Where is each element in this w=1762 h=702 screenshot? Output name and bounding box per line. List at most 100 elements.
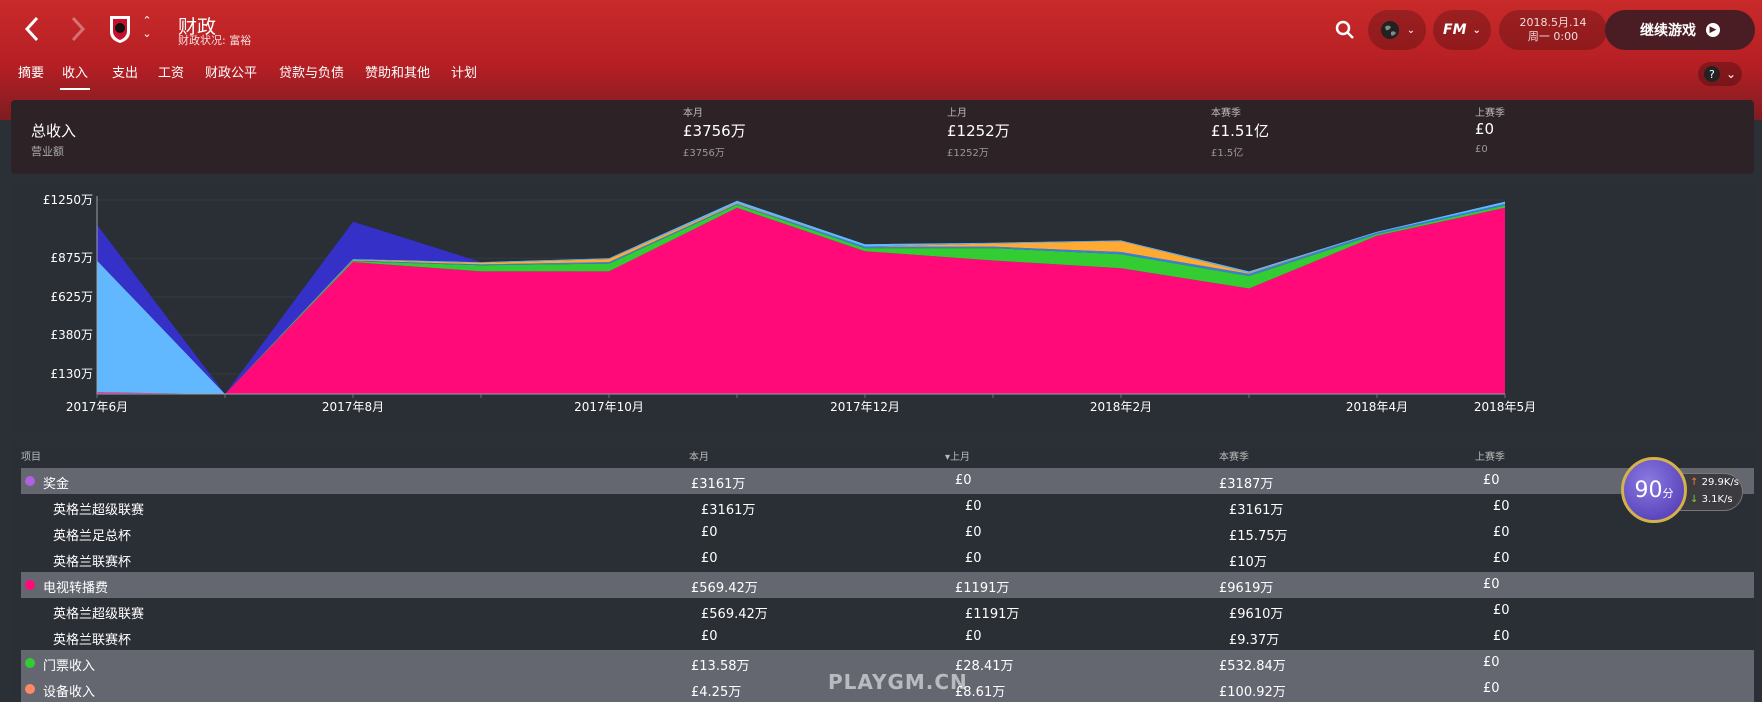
back-button[interactable] [18, 14, 46, 44]
category-color-icon [25, 580, 35, 590]
income-area-chart: £1250万 £875万 £625万 £380万 £130万 2017年6月 2017年8月… [43, 193, 1536, 414]
row-cell: £0 [1493, 603, 1510, 618]
y-tick-label: £380万 [50, 328, 93, 342]
summary-label: 上月 [947, 108, 967, 119]
chevron-down-icon: ⌄ [1472, 24, 1481, 36]
area-series-3[interactable] [97, 203, 1505, 394]
area-series-0[interactable] [97, 207, 1505, 394]
x-tick-label: 2017年8月 [322, 400, 384, 414]
network-speed: ↑ 29.9K/s ↓ 3.1K/s [1677, 473, 1743, 511]
tab-plan[interactable]: 计划 [451, 66, 478, 81]
row-cell: £1191万 [965, 607, 1020, 622]
help-button[interactable]: ? ⌄ [1698, 62, 1742, 86]
page-title: 财政 [178, 16, 217, 38]
row-cell: £0 [965, 525, 982, 540]
row-cell: £569.42万 [701, 607, 768, 622]
table-row[interactable]: 英格兰超级联赛 £569.42万 £1191万 £9610万 £0 [21, 598, 1754, 624]
row-cell: £0 [1483, 577, 1500, 592]
table-row[interactable]: 英格兰联赛杯 £0 £0 £9.37万 £0 [21, 624, 1754, 650]
club-switch-icon[interactable]: ⌃ ⌄ [142, 14, 152, 40]
summary-value: £1.51亿 [1211, 122, 1269, 140]
row-label: 设备收入 [43, 685, 96, 700]
row-cell: £3187万 [1219, 477, 1274, 492]
category-color-icon [25, 658, 35, 668]
summary-sub-value: £0 [1475, 144, 1488, 155]
summary-label: 上赛季 [1475, 108, 1505, 119]
speed-widget[interactable]: ↑ 29.9K/s ↓ 3.1K/s 90 分 [1621, 457, 1751, 525]
chevron-down-icon: ⌄ [1406, 24, 1416, 36]
row-cell: £0 [701, 629, 718, 644]
summary-label: 本月 [683, 108, 703, 119]
watermark: PLAYGM.CN [828, 670, 968, 694]
search-icon[interactable] [1333, 18, 1357, 42]
category-color-icon [25, 476, 35, 486]
summary-title: 总收入 [31, 122, 77, 140]
row-cell: £0 [965, 551, 982, 566]
row-cell: £100.92万 [1219, 685, 1286, 700]
tab-sponsors[interactable]: 赞助和其他 [365, 66, 431, 81]
tab-bar: 摘要 收入 支出 工资 财政公平 贷款与负债 赞助和其他 计划 [0, 62, 1000, 90]
globe-icon [1380, 21, 1399, 39]
x-tick-label: 2018年5月 [1474, 400, 1536, 414]
table-group-row[interactable]: 电视转播费 £569.42万 £1191万 £9619万 £0 [21, 572, 1754, 598]
row-cell: £3161万 [701, 503, 756, 518]
summary-value: £1252万 [947, 122, 1010, 140]
chevron-down-icon: ⌄ [1725, 67, 1736, 81]
row-cell: £0 [1493, 551, 1510, 566]
table-group-row[interactable]: 奖金 £3161万 £0 £3187万 £0 [21, 468, 1754, 494]
income-chart-panel: £1250万 £875万 £625万 £380万 £130万 2017年6月 2017年8月… [11, 182, 1754, 434]
row-label: 英格兰足总杯 [53, 529, 132, 544]
download-arrow-icon: ↓ [1690, 494, 1699, 505]
x-tick-label: 2017年12月 [830, 400, 900, 414]
top-bar: ⌃ ⌄ 财政 财政状况: 富裕 ⌄ FM ⌄ 2018.5月.14 周一 0:00… [0, 0, 1762, 64]
tab-income[interactable]: 收入 [60, 62, 91, 90]
y-tick-label: £1250万 [43, 193, 93, 207]
row-cell: £569.42万 [691, 581, 758, 596]
date-display[interactable]: 2018.5月.14 周一 0:00 [1499, 10, 1607, 50]
table-row[interactable]: 英格兰超级联赛 £3161万 £0 £3161万 £0 [21, 494, 1754, 520]
tab-ffp[interactable]: 财政公平 [205, 66, 258, 81]
tab-wages[interactable]: 工资 [158, 66, 185, 81]
row-label: 英格兰超级联赛 [53, 607, 145, 622]
fm-menu-button[interactable]: FM ⌄ [1433, 10, 1491, 50]
summary-subtitle: 营业额 [31, 145, 64, 158]
table-group-row[interactable]: 门票收入 £13.58万 £28.41万 £532.84万 £0 [21, 650, 1754, 676]
upload-arrow-icon: ↑ [1690, 477, 1699, 488]
category-color-icon [25, 684, 35, 694]
row-cell: £0 [1483, 473, 1500, 488]
row-cell: £0 [965, 629, 982, 644]
col-item[interactable]: 项目 [21, 452, 41, 463]
tab-summary[interactable]: 摘要 [18, 66, 45, 81]
continue-button[interactable]: 继续游戏 ▶ [1605, 10, 1755, 50]
row-cell: £0 [1483, 655, 1500, 670]
help-icon: ? [1703, 66, 1720, 82]
summary-value: £0 [1475, 120, 1495, 138]
forward-button[interactable] [64, 14, 92, 44]
table-row[interactable]: 英格兰联赛杯 £0 £0 £10万 £0 [21, 546, 1754, 572]
table-header: 项目 本月 ▾上月 本赛季 上赛季 [11, 442, 1754, 466]
col-last-month[interactable]: ▾上月 [945, 452, 971, 463]
tab-expenses[interactable]: 支出 [112, 66, 139, 81]
table-row[interactable]: 英格兰足总杯 £0 £0 £15.75万 £0 [21, 520, 1754, 546]
row-cell: £28.41万 [955, 659, 1014, 674]
page-subtitle: 财政状况: 富裕 [178, 34, 252, 47]
y-tick-label: £625万 [50, 290, 93, 304]
world-menu-button[interactable]: ⌄ [1368, 10, 1426, 50]
current-time: 周一 0:00 [1527, 30, 1579, 43]
row-cell: £13.58万 [691, 659, 750, 674]
col-this-season[interactable]: 本赛季 [1219, 452, 1249, 463]
chevron-left-icon [24, 16, 39, 42]
x-tick-label: 2017年6月 [66, 400, 128, 414]
col-last-season[interactable]: 上赛季 [1475, 452, 1505, 463]
row-cell: £8.61万 [955, 685, 1006, 700]
row-label: 电视转播费 [43, 581, 109, 596]
row-label: 奖金 [43, 477, 70, 492]
summary-label: 本赛季 [1211, 108, 1241, 119]
club-crest-icon[interactable] [108, 14, 132, 44]
col-this-month[interactable]: 本月 [689, 452, 709, 463]
tab-loans[interactable]: 贷款与负债 [279, 66, 345, 81]
summary-panel: 总收入 营业额 本月 £3756万 £3756万 上月 £1252万 £1252… [11, 100, 1754, 174]
summary-sub-value: £1.5亿 [1211, 148, 1244, 159]
download-speed: 3.1K/s [1701, 494, 1733, 505]
upload-speed: 29.9K/s [1701, 477, 1739, 488]
